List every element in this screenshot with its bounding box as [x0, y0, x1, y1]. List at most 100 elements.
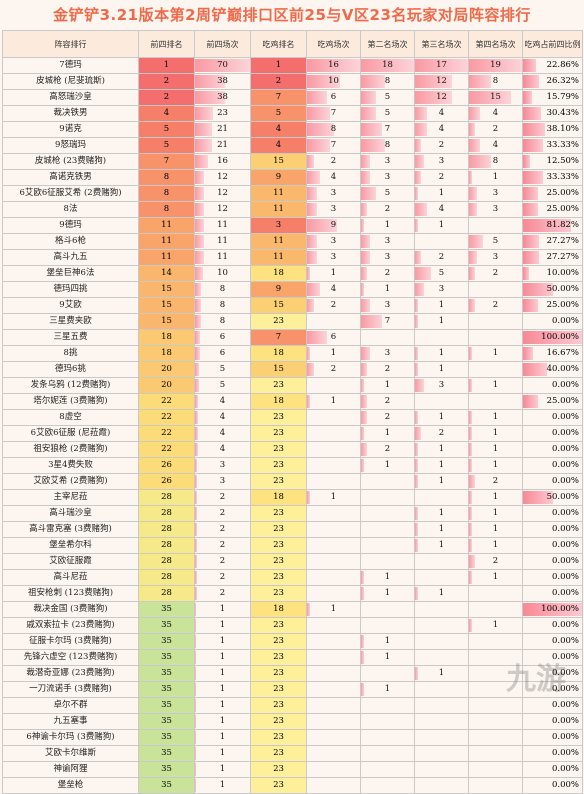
top4-count-cell: 11 [195, 234, 251, 250]
cell-value: 2 [220, 556, 225, 566]
value-bar [307, 171, 320, 184]
win-rank-cell: 23 [251, 762, 307, 778]
fourth-count-cell: 4 [469, 106, 523, 122]
win-ratio-bar [523, 187, 538, 200]
win-rank-cell: 11 [251, 250, 307, 266]
cell-value: 4 [220, 444, 225, 454]
value-bar [415, 507, 418, 520]
win-ratio-cell: 0.00% [523, 730, 583, 746]
cell-value: 1 [493, 348, 498, 358]
second-count-cell: 1 [361, 650, 415, 666]
fourth-count-cell: 1 [469, 490, 523, 506]
top4-rank-cell: 28 [139, 586, 195, 602]
cell-value: 1 [220, 652, 225, 662]
value-bar [195, 459, 197, 472]
header-win-count: 吃鸡场次 [307, 31, 361, 58]
win-ratio-value: 0.00% [552, 556, 579, 566]
top4-rank-cell: 22 [139, 394, 195, 410]
third-count-cell: 2 [415, 250, 469, 266]
second-count-cell: 1 [361, 218, 415, 234]
value-bar [361, 203, 367, 216]
value-bar [195, 779, 196, 792]
top4-rank-cell: 35 [139, 698, 195, 714]
cell-value: 1 [493, 620, 498, 630]
top4-count-cell: 12 [195, 170, 251, 186]
top4-rank-cell: 7 [139, 154, 195, 170]
fourth-count-cell: 19 [469, 58, 523, 74]
value-bar [195, 507, 197, 520]
win-rank-cell: 23 [251, 586, 307, 602]
lineup-name-cell: 3星4费失败 [3, 458, 139, 474]
cell-value: 1 [331, 604, 336, 614]
value-bar [469, 171, 472, 184]
value-bar [415, 523, 418, 536]
value-bar [195, 395, 198, 408]
top4-rank-cell: 22 [139, 426, 195, 442]
value-bar [195, 747, 196, 760]
win-count-cell [307, 634, 361, 650]
value-bar [307, 187, 317, 200]
win-ratio-value: 22.86% [547, 60, 579, 70]
lineup-name-cell: 高斗雷克塞 (3费赌狗) [3, 522, 139, 538]
lineup-name-cell: 堡垒希尔科 [3, 538, 139, 554]
win-count-cell [307, 506, 361, 522]
cell-value: 10 [328, 76, 339, 86]
value-bar [415, 475, 418, 488]
win-ratio-value: 0.00% [552, 588, 579, 598]
top4-rank-cell: 35 [139, 730, 195, 746]
cell-value: 1 [220, 620, 225, 630]
value-bar [415, 379, 424, 392]
second-count-cell [361, 762, 415, 778]
top4-count-cell: 11 [195, 218, 251, 234]
cell-value: 2 [331, 364, 336, 374]
top4-count-cell: 2 [195, 586, 251, 602]
third-count-cell: 4 [415, 106, 469, 122]
top4-count-cell: 70 [195, 58, 251, 74]
cell-value: 8 [385, 76, 390, 86]
top4-count-cell: 3 [195, 474, 251, 490]
win-ratio-cell: 0.00% [523, 586, 583, 602]
win-ratio-cell: 0.00% [523, 698, 583, 714]
win-ratio-cell: 27.27% [523, 234, 583, 250]
cell-value: 2 [220, 572, 225, 582]
cell-value: 12 [217, 188, 228, 198]
value-bar [469, 475, 475, 488]
fourth-count-cell [469, 746, 523, 762]
win-ratio-value: 0.00% [552, 524, 579, 534]
cell-value: 10 [217, 268, 228, 278]
second-count-cell [361, 474, 415, 490]
value-bar [415, 539, 418, 552]
value-bar [469, 251, 477, 264]
third-count-cell [415, 330, 469, 346]
cell-value: 21 [217, 140, 228, 150]
top4-count-cell: 1 [195, 666, 251, 682]
cell-value: 6 [331, 332, 336, 342]
header-top4-rank: 前四排名 [139, 31, 195, 58]
top4-rank-cell: 15 [139, 298, 195, 314]
win-rank-cell: 18 [251, 346, 307, 362]
second-count-cell: 1 [361, 570, 415, 586]
top4-count-cell: 1 [195, 698, 251, 714]
value-bar [361, 235, 370, 248]
lineup-name-cell: 三星五费 [3, 330, 139, 346]
top4-rank-cell: 22 [139, 410, 195, 426]
third-count-cell: 1 [415, 346, 469, 362]
win-ratio-value: 0.00% [552, 684, 579, 694]
win-count-cell: 1 [307, 266, 361, 282]
cell-value: 3 [385, 300, 390, 310]
third-count-cell [415, 234, 469, 250]
win-ratio-cell: 26.32% [523, 74, 583, 90]
win-count-cell [307, 570, 361, 586]
fourth-count-cell: 2 [469, 266, 523, 282]
